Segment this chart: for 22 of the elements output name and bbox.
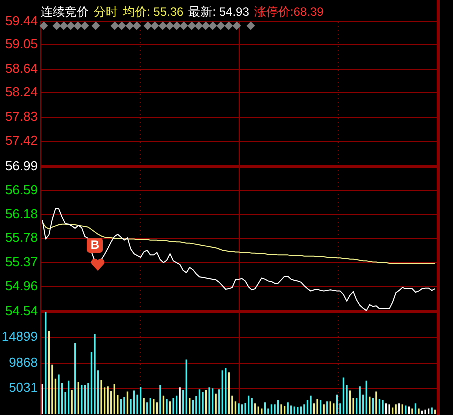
y-tick-label: 55.37: [5, 254, 38, 270]
y-tick-label: 59.44: [5, 14, 38, 29]
annotation: B: [87, 238, 104, 254]
y-tick-label: 57.42: [5, 133, 38, 148]
text: 均价: 55.36: [123, 4, 184, 20]
y-tick-label: 5031: [9, 380, 38, 395]
text: 分时: [94, 4, 118, 20]
y-tick-label: 56.99: [5, 158, 38, 174]
y-tick-label: 57.83: [5, 108, 38, 124]
text: 最新: 54.93: [188, 4, 250, 20]
y-tick-label: 9868: [9, 354, 38, 370]
y-tick-label: 56.59: [5, 182, 38, 198]
y-tick-label: 58.24: [5, 84, 38, 100]
y-tick-label: 54.96: [5, 278, 38, 294]
y-tick-label: 59.05: [5, 36, 38, 52]
y-tick-label: 56.18: [5, 206, 38, 222]
y-tick-label: 58.64: [5, 60, 38, 76]
y-tick-label: 14899: [2, 328, 38, 344]
y-tick-label: 54.54: [5, 304, 38, 319]
text: 涨停价:68.39: [254, 4, 324, 20]
y-tick-label: 55.78: [5, 230, 38, 246]
chart-title: 连续竞价: [41, 4, 89, 20]
